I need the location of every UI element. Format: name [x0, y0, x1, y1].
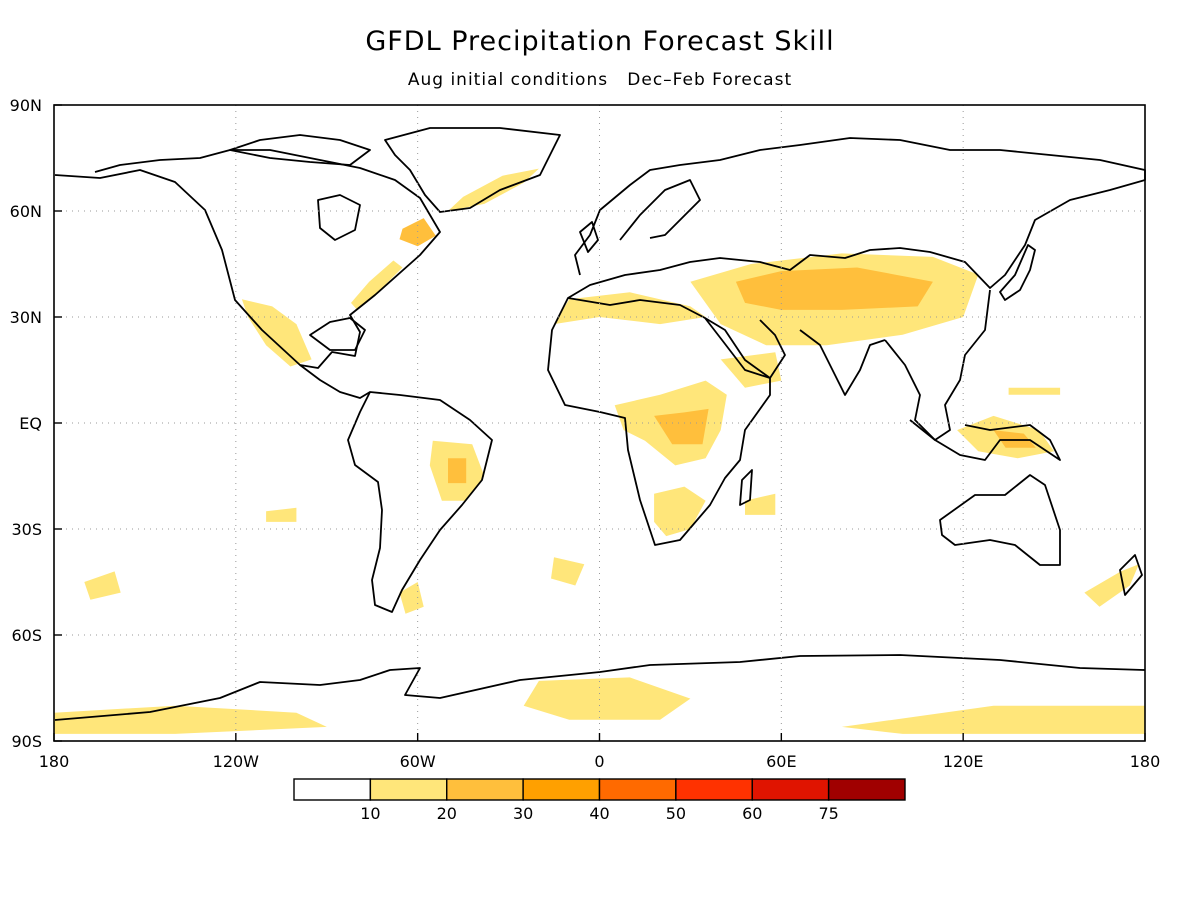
skill-region-central-asia-core: [735, 267, 933, 310]
skill-region-antarctica-west: [54, 705, 327, 734]
australia-coast: [939, 474, 1061, 566]
lon-tick-label: 60W: [400, 752, 436, 771]
central-america-coast: [299, 364, 371, 399]
scandinavia-coast: [619, 179, 701, 241]
skill-region-south-pacific-b: [266, 507, 297, 522]
skill-region-south-atlantic: [551, 557, 585, 586]
skill-region-greenland-east: [448, 168, 539, 211]
skill-region-southern-africa: [654, 486, 706, 537]
coastlines: [54, 127, 1146, 721]
madagascar-coast: [739, 469, 753, 506]
lon-tick-label: 0: [594, 752, 604, 771]
colorbar-legend: 10 20 30 40 50 60 75: [293, 778, 906, 823]
japan-coast: [999, 244, 1036, 301]
lat-tick-label: 60N: [10, 202, 42, 221]
skill-region-south-america-south: [399, 582, 424, 614]
lon-tick-label: 60E: [766, 752, 796, 771]
colorbar-swatch: [675, 778, 753, 801]
lat-tick-label: 60S: [11, 626, 42, 645]
map-title: GFDL Precipitation Forecast Skill: [365, 26, 835, 57]
lon-tick-label: 120E: [943, 752, 984, 771]
skill-region-mexico: [241, 299, 312, 367]
southeast-asia-coast: [884, 289, 991, 441]
new-zealand-coast: [1119, 554, 1143, 596]
colorbar-tick-label: 20: [437, 804, 457, 823]
skill-region-brazil-core: [448, 458, 467, 484]
skill-region-antarctica-atlantic: [523, 677, 691, 720]
british-isles-coast: [579, 221, 599, 253]
lon-tick-label: 180: [39, 752, 70, 771]
longitude-labels: 180 120W 60W 0 60E 120E 180: [39, 733, 1161, 771]
colorbar-swatch: [827, 778, 906, 801]
lat-tick-label: 30S: [11, 520, 42, 539]
map-subtitle: Aug initial conditions Dec–Feb Forecast: [407, 70, 793, 90]
colorbar-swatch: [293, 778, 372, 801]
skill-region-indian-ocean-south: [745, 493, 776, 515]
gulf-of-mexico-coast: [309, 317, 366, 351]
north-america-coast: [54, 149, 441, 369]
lon-tick-label: 120W: [213, 752, 260, 771]
colorbar-swatch: [751, 778, 830, 801]
skill-region-sahara-north-africa: [554, 292, 706, 325]
greenland-coast: [384, 127, 561, 213]
india-coast: [799, 329, 886, 396]
skill-region-arabian-sea: [720, 352, 782, 388]
lat-tick-label: 90N: [10, 96, 42, 115]
skill-region-east-africa-core: [654, 408, 709, 445]
graticule: [54, 105, 1145, 741]
colorbar-swatch: [598, 778, 677, 801]
colorbar-tick-label: 30: [513, 804, 533, 823]
skill-region-antarctica-east: [841, 705, 1145, 734]
lon-tick-label: 180: [1130, 752, 1161, 771]
lat-tick-label: 30N: [10, 308, 42, 327]
colorbar-tick-label: 60: [742, 804, 762, 823]
colorbar-tick-label: 75: [818, 804, 838, 823]
skill-region-us-east-coast: [351, 260, 403, 310]
colorbar-swatch: [522, 778, 601, 801]
colorbar-tick-label: 40: [589, 804, 609, 823]
colorbar-swatch: [369, 778, 448, 801]
colorbar-swatch: [446, 778, 524, 801]
south-america-coast: [347, 391, 493, 613]
skill-region-png-core: [993, 430, 1036, 448]
skill-shading: [54, 168, 1145, 734]
colorbar-tick-label: 50: [666, 804, 686, 823]
latitude-labels: 90N 60N 30N EQ 30S 60S 90S: [10, 96, 62, 751]
eurasia-coast: [567, 137, 1146, 299]
lat-tick-label: 90S: [11, 732, 42, 751]
skill-region-west-pacific: [1008, 387, 1061, 395]
africa-coast: [547, 297, 771, 546]
colorbar-tick-label: 10: [360, 804, 380, 823]
antarctica-coast: [54, 654, 1146, 721]
indonesia-coast: [909, 419, 1061, 461]
hudson-bay-coast: [317, 194, 361, 241]
skill-region-labrador: [399, 218, 436, 247]
arctic-islands-coast: [229, 134, 371, 166]
skill-region-south-pacific-a: [84, 571, 121, 600]
skill-region-new-zealand-region: [1084, 564, 1139, 607]
lat-tick-label: EQ: [19, 414, 42, 433]
